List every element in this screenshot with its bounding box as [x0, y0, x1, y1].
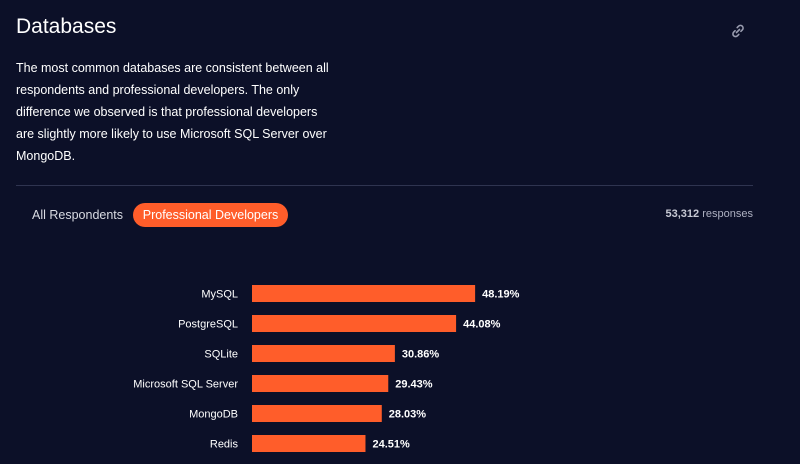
section-title: Databases: [16, 15, 117, 38]
category-label: MySQL: [201, 289, 238, 301]
category-label: Microsoft SQL Server: [133, 379, 238, 391]
value-label: 28.03%: [389, 409, 427, 421]
value-label: 44.08%: [463, 319, 501, 331]
bar[interactable]: [252, 435, 366, 452]
bar[interactable]: [252, 285, 476, 302]
responses-number: 53,312: [665, 208, 700, 220]
tab-all-respondents[interactable]: All Respondents: [32, 205, 123, 225]
divider: [16, 185, 753, 186]
link-icon[interactable]: [730, 23, 746, 39]
responses-label: responses: [702, 208, 753, 220]
value-label: 48.19%: [482, 289, 520, 301]
bar[interactable]: [252, 405, 382, 422]
value-label: 29.43%: [395, 379, 433, 391]
bar[interactable]: [252, 315, 457, 332]
category-label: SQLite: [204, 349, 238, 361]
section-description: The most common databases are consistent…: [16, 61, 329, 163]
bar[interactable]: [252, 375, 389, 392]
value-label: 24.51%: [372, 439, 410, 451]
bar[interactable]: [252, 345, 395, 362]
value-label: 30.86%: [402, 349, 440, 361]
category-label: Redis: [210, 439, 239, 451]
tab-professional-developers[interactable]: Professional Developers: [133, 203, 288, 227]
category-label: MongoDB: [189, 409, 238, 421]
category-label: PostgreSQL: [178, 319, 238, 331]
responses-count: 53,312 responses: [666, 208, 753, 220]
bar-chart: MySQL 48.19% PostgreSQL 44.08% SQLite 30.86% M…: [133, 285, 520, 452]
